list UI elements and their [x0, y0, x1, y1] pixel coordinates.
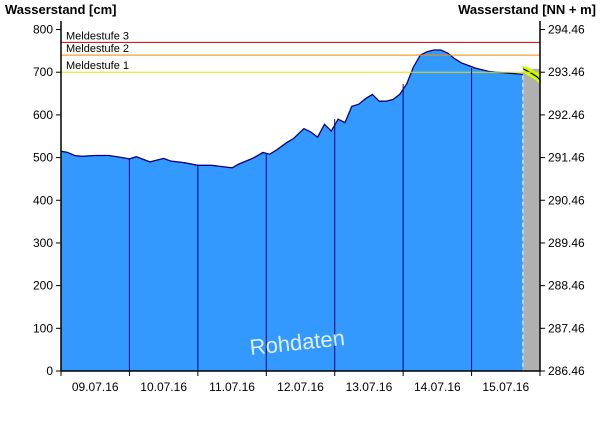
left-tick-label: 600 [33, 108, 53, 122]
x-tick-label: 12.07.16 [277, 380, 324, 394]
plot-area [60, 49, 541, 372]
axes [60, 21, 541, 372]
right-tick-label: 287.46 [548, 321, 585, 335]
right-tick-label: 294.46 [548, 23, 585, 37]
right-tick-label: 293.46 [548, 65, 585, 79]
left-axis-title: Wasserstand [cm] [5, 2, 117, 17]
left-tick-label: 800 [33, 23, 53, 37]
left-tick-label: 700 [33, 65, 53, 79]
left-tick-label: 500 [33, 151, 53, 165]
right-tick-label: 291.46 [548, 151, 585, 165]
right-tick-labels: 286.46 287.46 288.46 289.46 290.46 291.46 292.… [540, 23, 585, 378]
day-dividers [128, 67, 473, 371]
measured-line [60, 49, 523, 169]
x-tick-label: 14.07.16 [414, 380, 461, 394]
threshold-label: Meldestufe 1 [66, 60, 129, 72]
threshold-label: Meldestufe 2 [66, 43, 129, 55]
x-tick-label: 13.07.16 [346, 380, 393, 394]
left-tick-label: 200 [33, 279, 53, 293]
x-tick-label: 11.07.16 [209, 380, 255, 394]
x-tick-label: 10.07.16 [140, 380, 187, 394]
x-tick-labels: 09.07.16 10.07.16 11.07.16 12.07.16 13.07.16… [60, 371, 541, 394]
left-tick-labels: 0 100 200 300 400 500 600 700 800 [33, 23, 61, 378]
right-tick-label: 290.46 [548, 193, 585, 207]
measured-area [61, 50, 523, 371]
right-tick-label: 288.46 [548, 279, 585, 293]
x-tick-label: 09.07.16 [72, 380, 119, 394]
x-tick-label: 15.07.16 [482, 380, 529, 394]
left-tick-label: 100 [33, 321, 53, 335]
threshold-label: Meldestufe 3 [66, 30, 129, 42]
left-tick-label: 300 [33, 236, 53, 250]
left-tick-label: 400 [33, 193, 53, 207]
right-tick-label: 286.46 [548, 364, 585, 378]
right-tick-label: 289.46 [548, 236, 585, 250]
right-axis-title: Wasserstand [NN + m] [458, 2, 596, 17]
right-tick-label: 292.46 [548, 108, 585, 122]
left-tick-label: 0 [46, 364, 53, 378]
forecast-area [522, 68, 540, 372]
